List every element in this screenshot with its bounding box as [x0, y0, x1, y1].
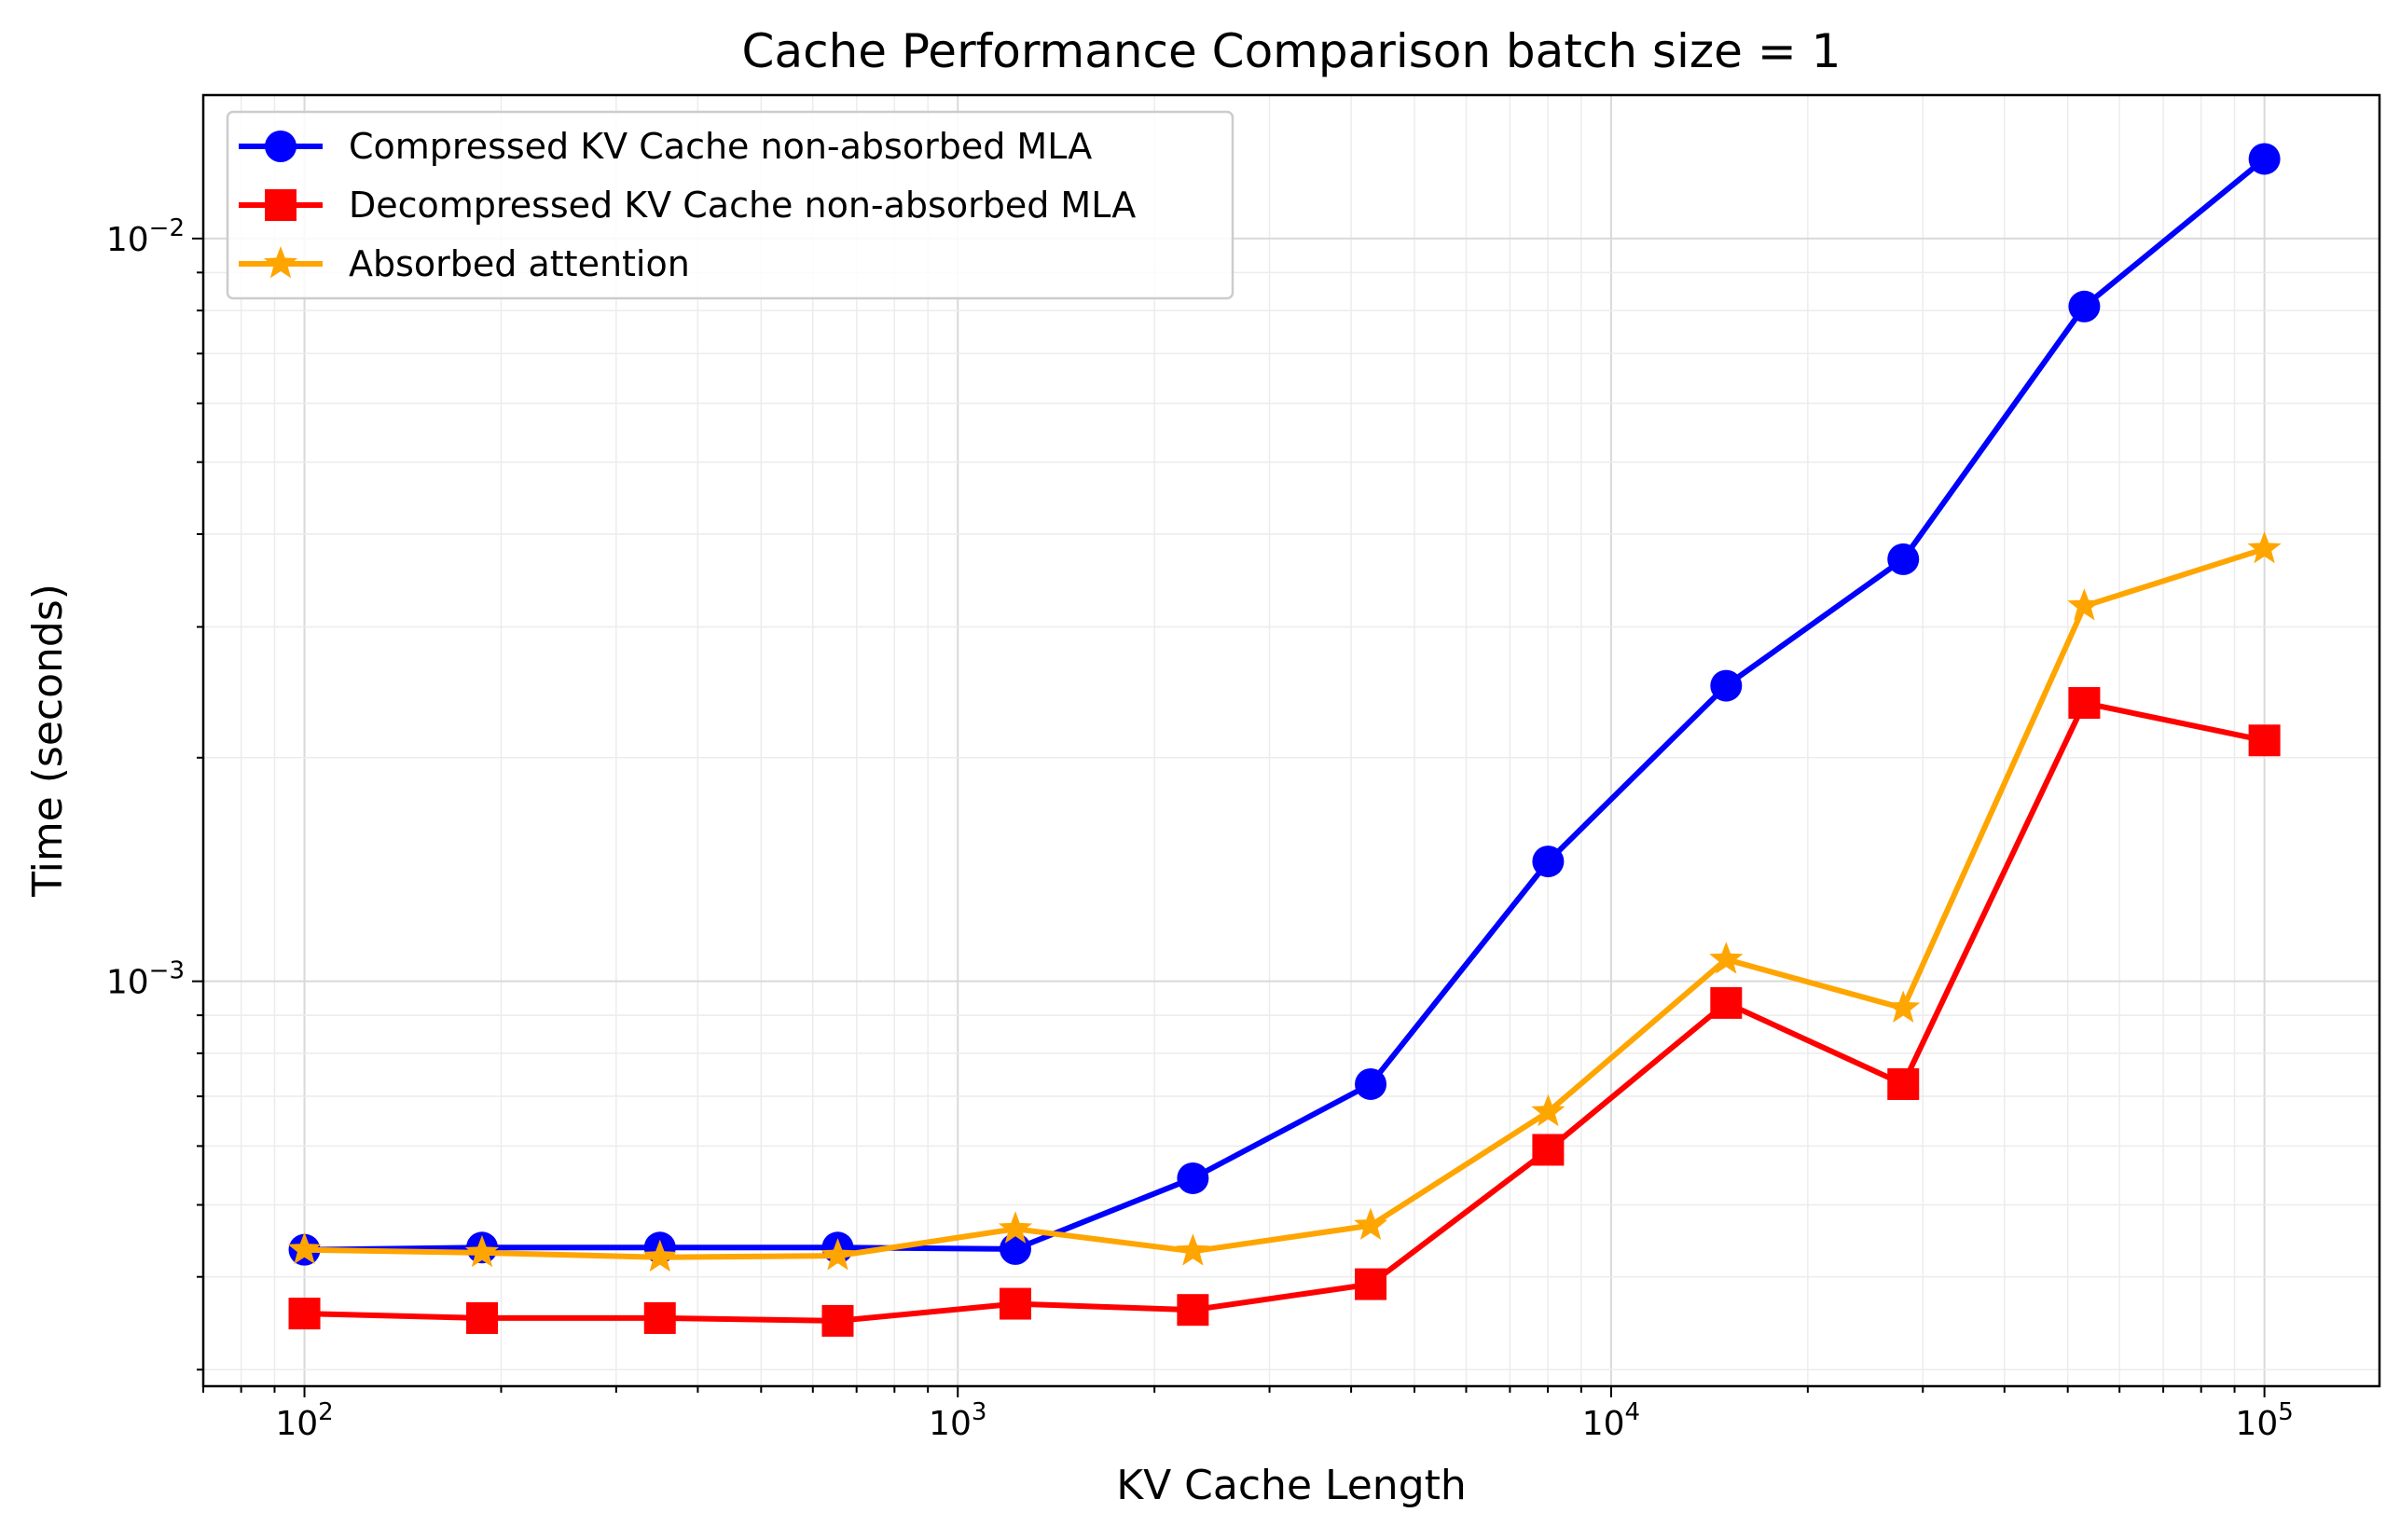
plot-area-frame [201, 93, 2381, 1388]
data-point [466, 1301, 499, 1334]
data-point [2068, 687, 2101, 720]
data-point [642, 1239, 677, 1272]
series-1 [288, 143, 2281, 1266]
grid-lines [202, 95, 2379, 1386]
legend-box [226, 110, 1234, 300]
y-tick-label: 10−2 [106, 214, 185, 259]
series-layer [287, 143, 2282, 1337]
data-point [998, 1211, 1033, 1244]
chart-title: Cache Performance Comparison batch size … [742, 24, 1841, 78]
data-point [1354, 1207, 1388, 1240]
data-point [821, 1304, 854, 1337]
data-point [1532, 846, 1565, 878]
y-axis-label: Time (seconds) [24, 584, 72, 898]
series-3 [287, 530, 2282, 1272]
legend: Compressed KV Cache non-absorbed MLA Deco… [226, 110, 1234, 300]
legend-items: Compressed KV Cache non-absorbed MLA Deco… [239, 126, 1136, 284]
data-point [643, 1301, 676, 1334]
data-point [1709, 942, 1744, 974]
legend-marker [263, 246, 298, 279]
data-point [999, 1287, 1031, 1320]
legend-item: Decompressed KV Cache non-absorbed MLA [239, 185, 1136, 226]
data-point [2248, 724, 2281, 757]
legend-label: Decompressed KV Cache non-absorbed MLA [349, 185, 1136, 226]
legend-marker [265, 131, 297, 162]
data-point [1177, 1294, 1209, 1327]
data-point [1355, 1268, 1387, 1300]
data-point [1355, 1067, 1387, 1100]
data-point [464, 1234, 500, 1268]
legend-item: Absorbed attention [239, 243, 690, 284]
series-line [304, 157, 2267, 1253]
data-point [821, 1238, 855, 1271]
x-tick-label: 105 [2235, 1398, 2293, 1443]
data-point [1886, 990, 1921, 1023]
legend-label: Absorbed attention [349, 243, 690, 284]
data-point [1531, 1093, 1566, 1127]
data-point [999, 1232, 1031, 1265]
data-point [1887, 1067, 1920, 1100]
data-point [1532, 1134, 1565, 1166]
legend-item: Compressed KV Cache non-absorbed MLA [239, 126, 1092, 167]
x-tick-label: 104 [1582, 1398, 1640, 1443]
series-line [304, 700, 2266, 1324]
y-tick-label: 10−3 [106, 957, 185, 1002]
data-point [1177, 1162, 1209, 1194]
data-point [2068, 290, 2101, 323]
legend-label: Compressed KV Cache non-absorbed MLA [349, 126, 1092, 167]
data-point [287, 1231, 322, 1264]
data-point [2247, 530, 2282, 564]
data-point [2248, 143, 2281, 175]
data-point [2067, 588, 2102, 621]
data-point [1710, 986, 1743, 1019]
data-point [1176, 1233, 1210, 1266]
series-2 [288, 687, 2281, 1337]
x-tick-label: 103 [929, 1398, 986, 1443]
data-point [1710, 669, 1743, 702]
legend-marker [265, 189, 297, 221]
series-line [304, 546, 2266, 1260]
axis-ticks: 102 103 104 105 10−3 10−2 [106, 214, 2294, 1443]
x-tick-label: 102 [275, 1398, 333, 1443]
data-point [288, 1298, 321, 1330]
x-axis-label: KV Cache Length [1116, 1462, 1467, 1509]
data-point [1887, 543, 1920, 575]
